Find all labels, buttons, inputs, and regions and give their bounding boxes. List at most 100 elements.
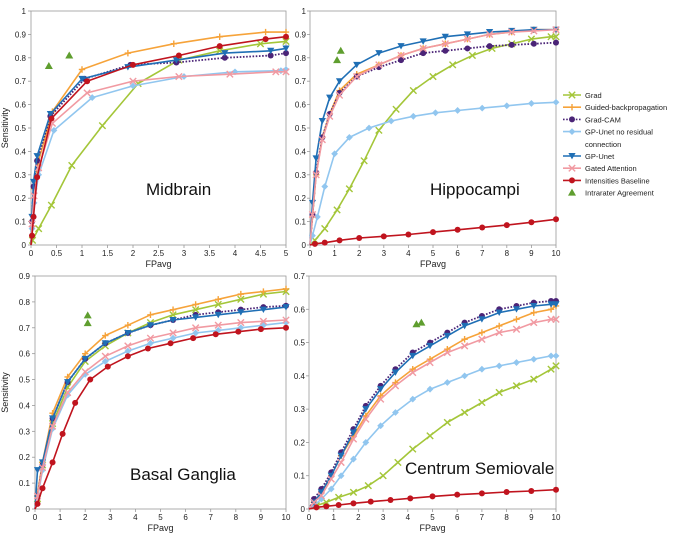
y-tick-label: 0.6 <box>15 101 27 110</box>
data-point <box>426 432 434 440</box>
data-point <box>420 50 427 57</box>
data-point <box>552 98 560 106</box>
legend-marker <box>568 188 576 196</box>
y-tick-label: 0.6 <box>295 101 307 110</box>
data-point <box>29 178 38 186</box>
data-point <box>335 78 344 85</box>
data-point <box>478 365 486 373</box>
data-point <box>312 155 320 162</box>
data-point <box>38 463 47 472</box>
data-point <box>392 105 400 113</box>
data-point <box>552 362 560 370</box>
x-tick-label: 0 <box>33 513 38 522</box>
x-tick-label: 7 <box>480 513 485 522</box>
data-point <box>267 52 274 59</box>
data-point <box>379 472 387 480</box>
data-point <box>313 213 321 221</box>
data-point <box>259 317 268 326</box>
intrarater-point <box>333 56 342 64</box>
data-point <box>175 52 182 59</box>
data-point <box>167 340 174 347</box>
y-tick-label: 0.7 <box>15 77 27 86</box>
data-point <box>169 334 177 342</box>
data-point <box>409 395 417 403</box>
x-tick-label: 1 <box>332 249 337 258</box>
data-point <box>353 61 361 69</box>
data-point <box>231 68 239 76</box>
x-tick-label: 1.5 <box>102 249 114 258</box>
data-point <box>513 316 520 323</box>
y-tick-label: 1 <box>22 7 27 16</box>
data-point <box>212 331 219 338</box>
y-tick-label: 0.7 <box>295 77 307 86</box>
data-point <box>461 372 469 380</box>
y-axis-label: Sensitivity <box>0 372 10 413</box>
data-point <box>84 78 91 85</box>
data-point <box>317 491 326 500</box>
y-tick-label: 0.9 <box>295 30 307 39</box>
data-point <box>144 345 151 352</box>
data-point <box>82 350 89 357</box>
data-point <box>130 61 136 68</box>
x-tick-label: 3 <box>182 249 187 258</box>
data-point <box>175 72 183 81</box>
data-point <box>419 38 427 45</box>
series-line <box>308 303 556 510</box>
data-point <box>485 29 494 36</box>
data-point <box>169 329 177 337</box>
series-line <box>309 28 556 246</box>
x-tick-label: 3 <box>108 513 113 522</box>
data-point <box>214 300 222 309</box>
data-point <box>513 359 520 366</box>
data-point <box>362 406 370 413</box>
data-point <box>282 304 290 311</box>
data-point <box>321 239 328 246</box>
panel-label: Centrum Semiovale <box>405 459 554 478</box>
y-tick-label: 0 <box>22 241 27 250</box>
data-point <box>214 311 222 319</box>
data-point <box>553 216 559 223</box>
x-tick-label: 7 <box>208 513 213 522</box>
data-point <box>528 219 535 226</box>
y-tick-label: 0.2 <box>295 194 307 203</box>
x-tick-label: 9 <box>529 249 534 258</box>
data-point <box>63 388 72 397</box>
legend-label: GP-Unet no residual <box>585 128 653 137</box>
y-tick-label: 0.3 <box>19 427 31 436</box>
series-line <box>308 305 557 510</box>
y-tick-label: 0.3 <box>295 171 307 180</box>
data-point <box>552 26 560 34</box>
data-point <box>33 467 42 474</box>
data-point <box>508 41 515 48</box>
panel-label: Hippocampi <box>430 180 520 199</box>
data-point <box>331 150 338 158</box>
data-point <box>349 435 358 443</box>
chart-panel-3: 0 1 2 3 4 5 6 7 8 9 10 0 0.1 0.2 0.3 0.4 0.5 0.6 0.7 0.8 0.9… <box>0 272 291 533</box>
legend-label: connection <box>585 140 621 149</box>
x-tick-label: 4.5 <box>255 249 267 258</box>
intrarater-point <box>83 319 92 327</box>
data-point <box>283 324 289 331</box>
data-point <box>256 40 265 48</box>
x-tick-label: 4 <box>406 513 411 522</box>
data-point <box>547 301 555 308</box>
data-point <box>375 61 383 69</box>
y-tick-label: 0.8 <box>15 54 27 63</box>
legend-marker <box>568 164 576 172</box>
x-tick-label: 5 <box>284 249 289 258</box>
data-point <box>169 311 177 319</box>
data-point <box>443 418 452 427</box>
y-tick-label: 0.9 <box>15 30 27 39</box>
data-point <box>495 328 503 337</box>
data-point <box>478 398 486 407</box>
data-point <box>318 136 326 144</box>
y-tick-label: 0.1 <box>294 472 306 481</box>
data-point <box>391 369 400 376</box>
x-tick-label: 9 <box>529 513 534 522</box>
x-axis-label: FPavg <box>420 259 446 269</box>
data-point <box>353 72 361 81</box>
intrarater-point <box>44 61 53 69</box>
y-tick-label: 0.4 <box>19 401 31 410</box>
data-point <box>530 27 538 35</box>
